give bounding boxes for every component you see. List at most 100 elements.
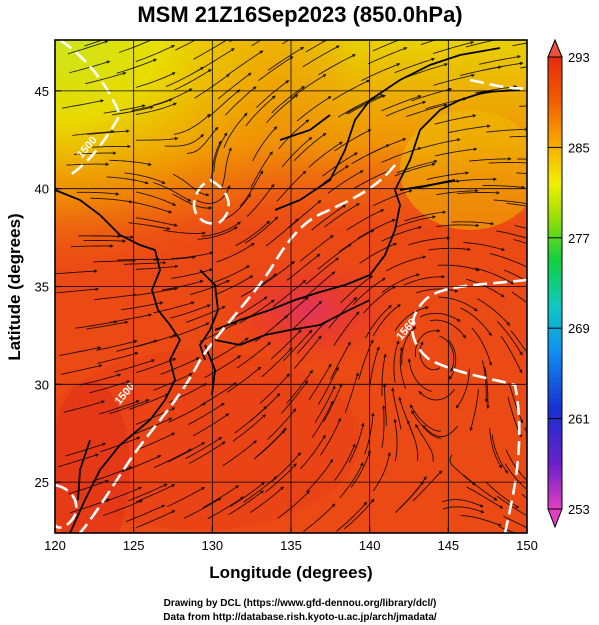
streamline (396, 159, 438, 174)
streamline (481, 61, 524, 71)
streamline (196, 184, 231, 204)
streamline (433, 73, 475, 86)
streamline (236, 341, 272, 369)
streamline (302, 45, 340, 68)
streamline (207, 496, 245, 520)
streamline (277, 490, 310, 519)
streamline (351, 144, 390, 165)
streamline (239, 299, 275, 324)
streamline (488, 162, 527, 164)
streamline (60, 364, 103, 375)
streamline (201, 221, 241, 237)
streamline (186, 126, 219, 154)
streamline (381, 404, 386, 448)
streamline (460, 307, 492, 337)
streamline (513, 239, 527, 244)
streamline (512, 42, 527, 47)
streamline (493, 199, 527, 205)
streamline (135, 264, 179, 270)
streamline (481, 360, 489, 403)
streamline (372, 451, 391, 492)
streamline (99, 400, 140, 415)
streamline (62, 99, 105, 109)
streamline (164, 133, 205, 147)
streamline (345, 94, 384, 115)
streamline (363, 285, 397, 314)
streamline (265, 218, 299, 247)
streamline (454, 177, 498, 182)
streamline (381, 147, 422, 163)
streamline (510, 330, 527, 354)
streamline (226, 366, 262, 393)
streamline (103, 499, 144, 517)
streamline (110, 313, 153, 323)
streamline (460, 515, 502, 527)
streamline (303, 503, 336, 532)
streamline (220, 147, 232, 189)
streamline (204, 355, 242, 378)
streamline (455, 368, 470, 409)
streamline (232, 414, 266, 442)
streamline (359, 242, 398, 264)
streamline (89, 380, 131, 394)
streamline (259, 373, 290, 404)
streamline (135, 357, 177, 374)
credit-data: Data from http://database.rish.kyoto-u.a… (163, 612, 437, 623)
streamline (334, 443, 356, 481)
streamline (403, 274, 446, 286)
streamline (198, 48, 235, 71)
streamline (254, 315, 289, 343)
streamline (169, 322, 210, 339)
streamline (135, 72, 176, 88)
streamline (135, 136, 179, 141)
streamline (91, 235, 134, 239)
streamline (305, 458, 333, 493)
streamline (124, 172, 166, 184)
streamline (323, 383, 343, 422)
streamline (229, 481, 265, 507)
streamline (153, 373, 193, 391)
streamline (106, 176, 149, 185)
streamline (290, 74, 327, 99)
streamline (382, 383, 387, 426)
streamline (100, 436, 141, 453)
streamline (103, 104, 146, 114)
streamline (404, 210, 447, 222)
streamline (288, 200, 322, 229)
streamline (391, 387, 402, 430)
streamline (215, 275, 254, 296)
streamline (153, 255, 197, 261)
streamline (489, 428, 503, 469)
streamline (407, 63, 448, 78)
streamline (333, 311, 360, 346)
streamline (469, 389, 479, 432)
streamline (385, 255, 427, 272)
streamline (66, 162, 110, 167)
streamline (294, 335, 322, 369)
streamline (94, 293, 137, 301)
streamline (311, 400, 334, 438)
streamline (439, 335, 455, 373)
streamline (216, 242, 255, 263)
y-tick-label: 40 (35, 182, 49, 197)
streamline (109, 399, 150, 415)
streamline (346, 209, 385, 231)
streamline (426, 171, 470, 180)
streamline (189, 279, 231, 296)
streamline (508, 383, 524, 424)
streamline (212, 337, 249, 361)
y-tick-label: 25 (35, 475, 49, 490)
streamline (272, 279, 307, 307)
streamline (96, 339, 138, 351)
streamline (305, 257, 340, 285)
streamline (415, 423, 434, 462)
y-axis: 25 30 35 40 45 (35, 84, 61, 490)
streamline (128, 222, 171, 231)
streamline (70, 244, 114, 248)
streamline (293, 132, 327, 162)
colorbar-tick-label: 253 (568, 502, 590, 517)
streamline (339, 462, 364, 499)
streamline (451, 221, 495, 226)
streamline (135, 333, 177, 348)
